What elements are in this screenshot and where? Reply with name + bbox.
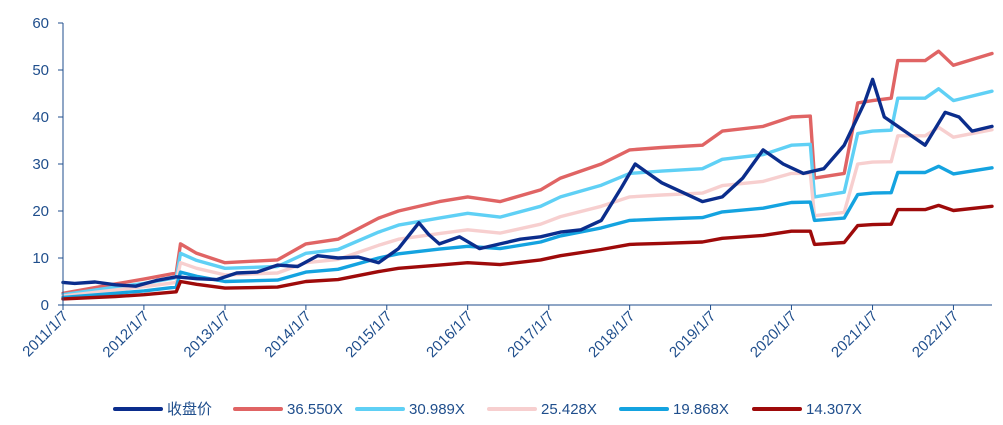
y-tick-label: 20 [32, 203, 49, 220]
series-layer [61, 49, 994, 301]
x-tick-label: 2022/1/7 [909, 308, 962, 361]
legend-label: 30.989X [409, 401, 465, 418]
y-tick-label: 10 [32, 250, 49, 267]
legend-item-收盘价: 收盘价 [113, 400, 212, 418]
y-tick-label: 60 [32, 15, 49, 32]
legend-label: 收盘价 [167, 400, 212, 418]
y-tick-label: 50 [32, 62, 49, 79]
x-tick-label: 2017/1/7 [504, 308, 557, 361]
legend-label: 14.307X [806, 401, 862, 418]
x-tick-label: 2015/1/7 [342, 308, 395, 361]
legend-item-14.307X: 14.307X [752, 401, 862, 418]
legend-label: 36.550X [287, 401, 343, 418]
x-tick-label: 2018/1/7 [585, 308, 638, 361]
x-tick-label: 2021/1/7 [828, 308, 881, 361]
x-tick-label: 2012/1/7 [99, 308, 152, 361]
y-tick-label: 0 [41, 297, 49, 314]
legend-item-19.868X: 19.868X [619, 401, 729, 418]
x-tick-label: 2020/1/7 [747, 308, 800, 361]
legend: 收盘价 36.550X 30.989X 25.428X 19.868X 14.307X [113, 400, 862, 418]
series-line-25.428X [61, 125, 994, 298]
series-line-收盘价 [61, 77, 994, 288]
legend-item-36.550X: 36.550X [233, 401, 343, 418]
x-tick-label: 2013/1/7 [181, 308, 234, 361]
legend-item-25.428X: 25.428X [487, 401, 597, 418]
x-tick-label: 2014/1/7 [261, 308, 314, 361]
legend-item-30.989X: 30.989X [355, 401, 465, 418]
x-tick-label: 2011/1/7 [19, 308, 72, 361]
series-line-36.550X [61, 49, 994, 295]
series-line-30.989X [61, 87, 994, 297]
legend-label: 19.868X [673, 401, 729, 418]
series-line-14.307X [61, 203, 994, 301]
y-tick-label: 40 [32, 109, 49, 126]
x-tick-label: 2016/1/7 [423, 308, 476, 361]
legend-label: 25.428X [541, 401, 597, 418]
y-tick-label: 30 [32, 156, 49, 173]
x-tick-label: 2019/1/7 [666, 308, 719, 361]
